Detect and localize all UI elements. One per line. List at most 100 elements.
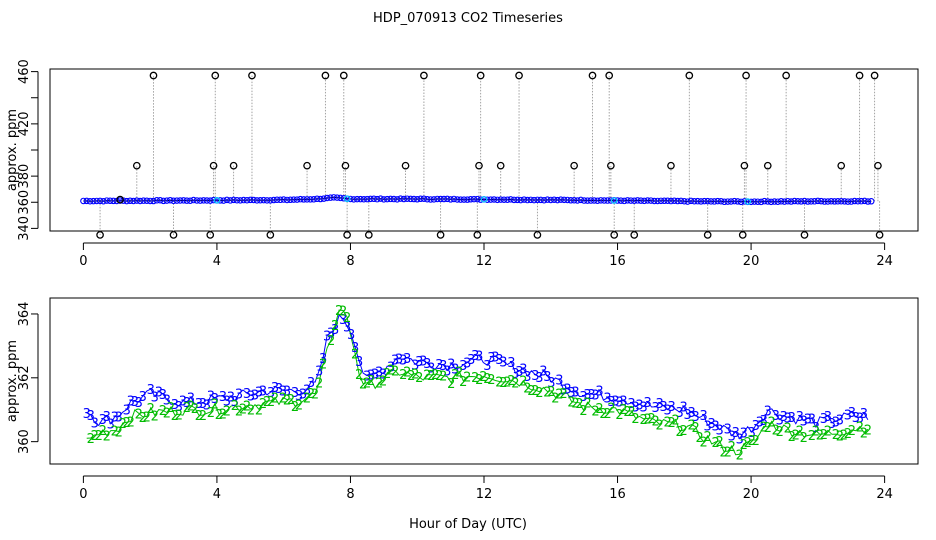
- series-marker-2: 2: [860, 426, 868, 441]
- series-marker-3: 3: [531, 369, 539, 384]
- series-marker-3: 3: [495, 353, 503, 368]
- baseline-point: [126, 197, 134, 205]
- series-marker-2: 2: [523, 381, 531, 396]
- series-marker-3: 3: [499, 355, 507, 370]
- baseline-point: [701, 197, 708, 205]
- series-marker-2: 2: [535, 386, 543, 401]
- series-marker-2: 2: [655, 418, 663, 433]
- baseline-point: [253, 197, 261, 204]
- series-marker-2: 2: [403, 366, 411, 381]
- series-marker-2: 2: [223, 405, 231, 420]
- baseline-point: [363, 195, 371, 203]
- series-marker-3: 3: [611, 395, 619, 410]
- series-marker-2: 2: [667, 416, 675, 431]
- series-marker-2: 2: [151, 409, 159, 424]
- baseline-point: [203, 197, 211, 204]
- series-marker-3: 3: [331, 323, 339, 338]
- series-marker-3: 3: [820, 412, 828, 427]
- series-marker-3: 3: [836, 414, 844, 429]
- x-tick-label: 20: [743, 254, 760, 269]
- series-marker-2: 2: [511, 376, 519, 391]
- baseline-point: [357, 195, 364, 203]
- series-marker-2: 2: [583, 396, 591, 411]
- baseline-point: [233, 196, 241, 204]
- series-marker-2: 2: [291, 400, 299, 415]
- baseline-point: [857, 197, 865, 205]
- baseline-point: [677, 197, 685, 205]
- series-marker-3: 3: [543, 370, 551, 385]
- y-tick-label: 460: [17, 59, 32, 84]
- series-marker-3: 3: [684, 408, 692, 423]
- series-marker-3: 3: [828, 417, 836, 432]
- outlier-point: [738, 231, 747, 239]
- baseline-point: [200, 197, 207, 204]
- outlier-point: [855, 71, 864, 80]
- baseline-point: [183, 197, 191, 204]
- baseline-point: [260, 196, 267, 204]
- baseline-point: [470, 195, 478, 203]
- series-marker-2: 2: [303, 392, 311, 407]
- baseline-point: [731, 197, 738, 205]
- series-marker-2: 2: [772, 423, 780, 438]
- y-tick-label: 340: [17, 216, 32, 241]
- series-marker-2: 2: [187, 400, 195, 415]
- baseline-point: [864, 198, 872, 205]
- baseline-point: [110, 197, 117, 205]
- baseline-point: [574, 197, 581, 204]
- series-marker-2: 2: [387, 364, 395, 379]
- baseline-point: [550, 196, 558, 204]
- series-marker-3: 3: [740, 426, 748, 441]
- series-marker-2: 2: [700, 436, 708, 451]
- series-marker-2: 2: [551, 392, 559, 407]
- baseline-point: [130, 197, 137, 205]
- series-marker-3: 3: [639, 401, 647, 416]
- baseline-point: [717, 198, 725, 205]
- outlier-point: [605, 71, 614, 80]
- series-marker-3: 3: [848, 406, 856, 421]
- baseline-point: [206, 197, 214, 204]
- baseline-point: [484, 196, 491, 204]
- baseline-highlight-point: [744, 198, 752, 205]
- series-marker-2: 2: [263, 395, 271, 410]
- series-marker-3: 3: [475, 349, 483, 364]
- baseline-point: [323, 194, 331, 202]
- series-marker-3: 3: [675, 406, 683, 421]
- baseline-point: [584, 197, 591, 204]
- series-marker-2: 2: [451, 368, 459, 383]
- series-marker-2: 2: [447, 377, 455, 392]
- baseline-point: [714, 197, 721, 205]
- series-marker-2: 2: [571, 396, 579, 411]
- series-marker-2: 2: [840, 429, 848, 444]
- series-marker-3: 3: [812, 421, 820, 436]
- baseline-point: [367, 195, 374, 203]
- series-marker-3: 3: [704, 419, 712, 434]
- series-marker-3: 3: [259, 385, 267, 400]
- baseline-point: [123, 197, 131, 205]
- series-marker-3: 3: [275, 382, 283, 397]
- series-marker-3: 3: [135, 396, 143, 411]
- series-marker-2: 2: [479, 370, 487, 385]
- series-marker-2: 2: [163, 406, 171, 421]
- baseline-point: [691, 197, 698, 205]
- top-panel-y-label: approx. ppm: [5, 109, 20, 191]
- baseline-point: [460, 196, 468, 203]
- series-marker-2: 2: [423, 368, 431, 383]
- baseline-point: [657, 197, 665, 205]
- outlier-point: [364, 231, 373, 239]
- baseline-point: [250, 196, 257, 204]
- baseline-point: [100, 197, 107, 205]
- baseline-point: [764, 198, 772, 205]
- series-marker-2: 2: [675, 425, 683, 440]
- baseline-point: [420, 195, 428, 202]
- baseline-point: [694, 197, 701, 205]
- outlier-point: [740, 161, 749, 170]
- outlier-point: [533, 231, 542, 239]
- series-marker-2: 2: [724, 445, 732, 460]
- series-marker-2: 2: [832, 428, 840, 443]
- series-marker-3: 3: [447, 358, 455, 373]
- baseline-point: [313, 195, 321, 203]
- baseline-point: [684, 198, 691, 205]
- series-marker-2: 2: [579, 404, 587, 419]
- baseline-point: [627, 197, 635, 204]
- baseline-point: [681, 198, 688, 205]
